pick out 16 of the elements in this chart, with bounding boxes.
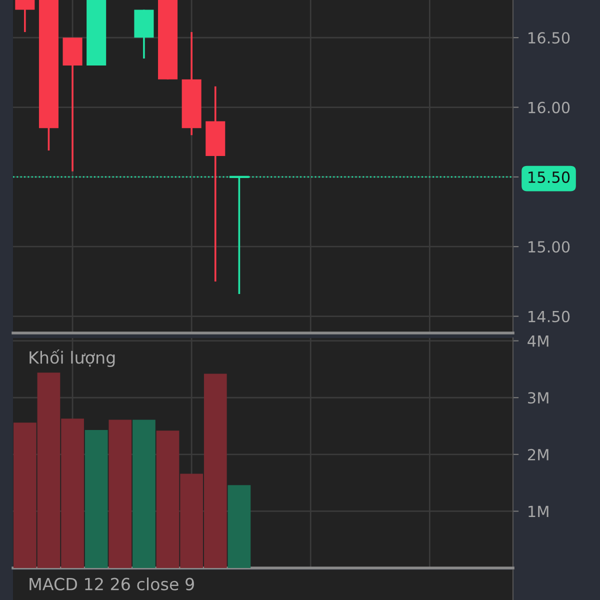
y-tick-label: 2M [528, 448, 548, 460]
y-tick-label: 4M [528, 335, 548, 347]
candlestick [15, 0, 35, 33]
y-tick-label: 16.50 [528, 32, 570, 44]
y-tick-label: 14.50 [528, 310, 570, 322]
y-tick-label: 15.50 [528, 171, 570, 183]
bar [84, 430, 108, 568]
bar [132, 420, 156, 568]
text: MACD 12 26 close 9 [30, 578, 194, 590]
y-tick-label: 3M [528, 392, 548, 404]
bar [228, 485, 251, 568]
y-tick-label: 16.00 [528, 102, 570, 114]
text: Khối lượng [30, 349, 115, 368]
y-tick-label: 1M [528, 506, 548, 518]
y-tick-label: 15.00 [528, 241, 570, 253]
bar [108, 420, 132, 568]
